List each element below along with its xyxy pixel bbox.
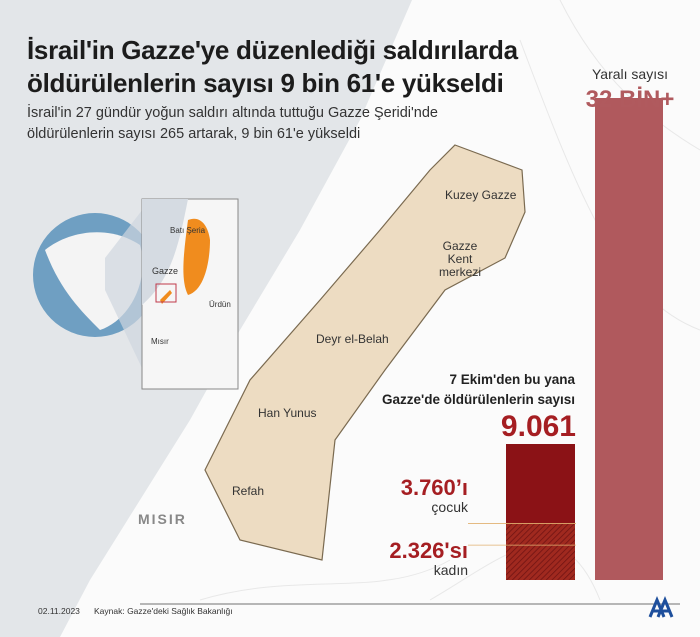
map-label-han-yunus: Han Yunus bbox=[258, 406, 317, 420]
gaza-strip bbox=[204, 144, 526, 561]
map-label-refah: Refah bbox=[232, 484, 265, 498]
subtitle-line: İsrail'in 27 gündür yoğun saldırı altınd… bbox=[27, 105, 438, 121]
children-value: 3.760’ı bbox=[400, 475, 468, 500]
injured-value: 32 BİN+ bbox=[585, 86, 675, 113]
inset-label-west-bank: Batı Şeria bbox=[170, 226, 206, 235]
injured-bar bbox=[595, 98, 663, 580]
aa-logo bbox=[648, 596, 674, 618]
label-line: Gazze'de öldürülenlerin sayısı bbox=[381, 392, 575, 407]
footer-date: 02.11.2023 bbox=[38, 606, 80, 616]
page-title: İsrail'in Gazze'ye düzenlediği saldırıla… bbox=[27, 34, 518, 100]
gaza-highlight-box bbox=[155, 283, 177, 303]
label-line: 7 Ekim'den bu yana bbox=[449, 372, 575, 387]
women-segment bbox=[506, 545, 575, 580]
label-text: Gazze bbox=[442, 239, 478, 253]
map-label-kuzey-gazze: Kuzey Gazze bbox=[445, 188, 517, 202]
west-bank-shape bbox=[183, 218, 210, 295]
label-text: Kent merkezi bbox=[438, 252, 481, 279]
map-label-misir: MISIR bbox=[138, 511, 187, 527]
inset-label-gaza: Gazze bbox=[152, 266, 179, 276]
footer-source: Kaynak: Gazze'deki Sağlık Bakanlığı bbox=[94, 606, 233, 616]
children-label: çocuk bbox=[431, 499, 468, 515]
women-label: kadın bbox=[433, 562, 468, 578]
title-line: öldürülenlerin sayısı 9 bin 61'e yükseld… bbox=[27, 68, 504, 98]
map-label-gazze: Gazze Kent merkezi bbox=[430, 240, 490, 279]
title-line: İsrail'in Gazze'ye düzenlediği saldırıla… bbox=[27, 35, 518, 65]
map-label-deyr-el-belah: Deyr el-Belah bbox=[316, 332, 389, 346]
injured-label: Yaralı sayısı bbox=[592, 66, 668, 82]
women-value: 2.326'sı bbox=[389, 538, 468, 563]
subtitle: İsrail'in 27 gündür yoğun saldırı altınd… bbox=[27, 103, 438, 145]
subtitle-line: öldürülenlerin sayısı 265 artarak, 9 bin… bbox=[27, 126, 361, 142]
killed-label: 7 Ekim'den bu yana Gazze'de öldürülenleri… bbox=[380, 370, 575, 410]
inset-label-jordan: Ürdün bbox=[209, 300, 231, 309]
killed-value: 9.061 bbox=[500, 410, 576, 443]
inset-label-egypt: Mısır bbox=[151, 337, 169, 346]
